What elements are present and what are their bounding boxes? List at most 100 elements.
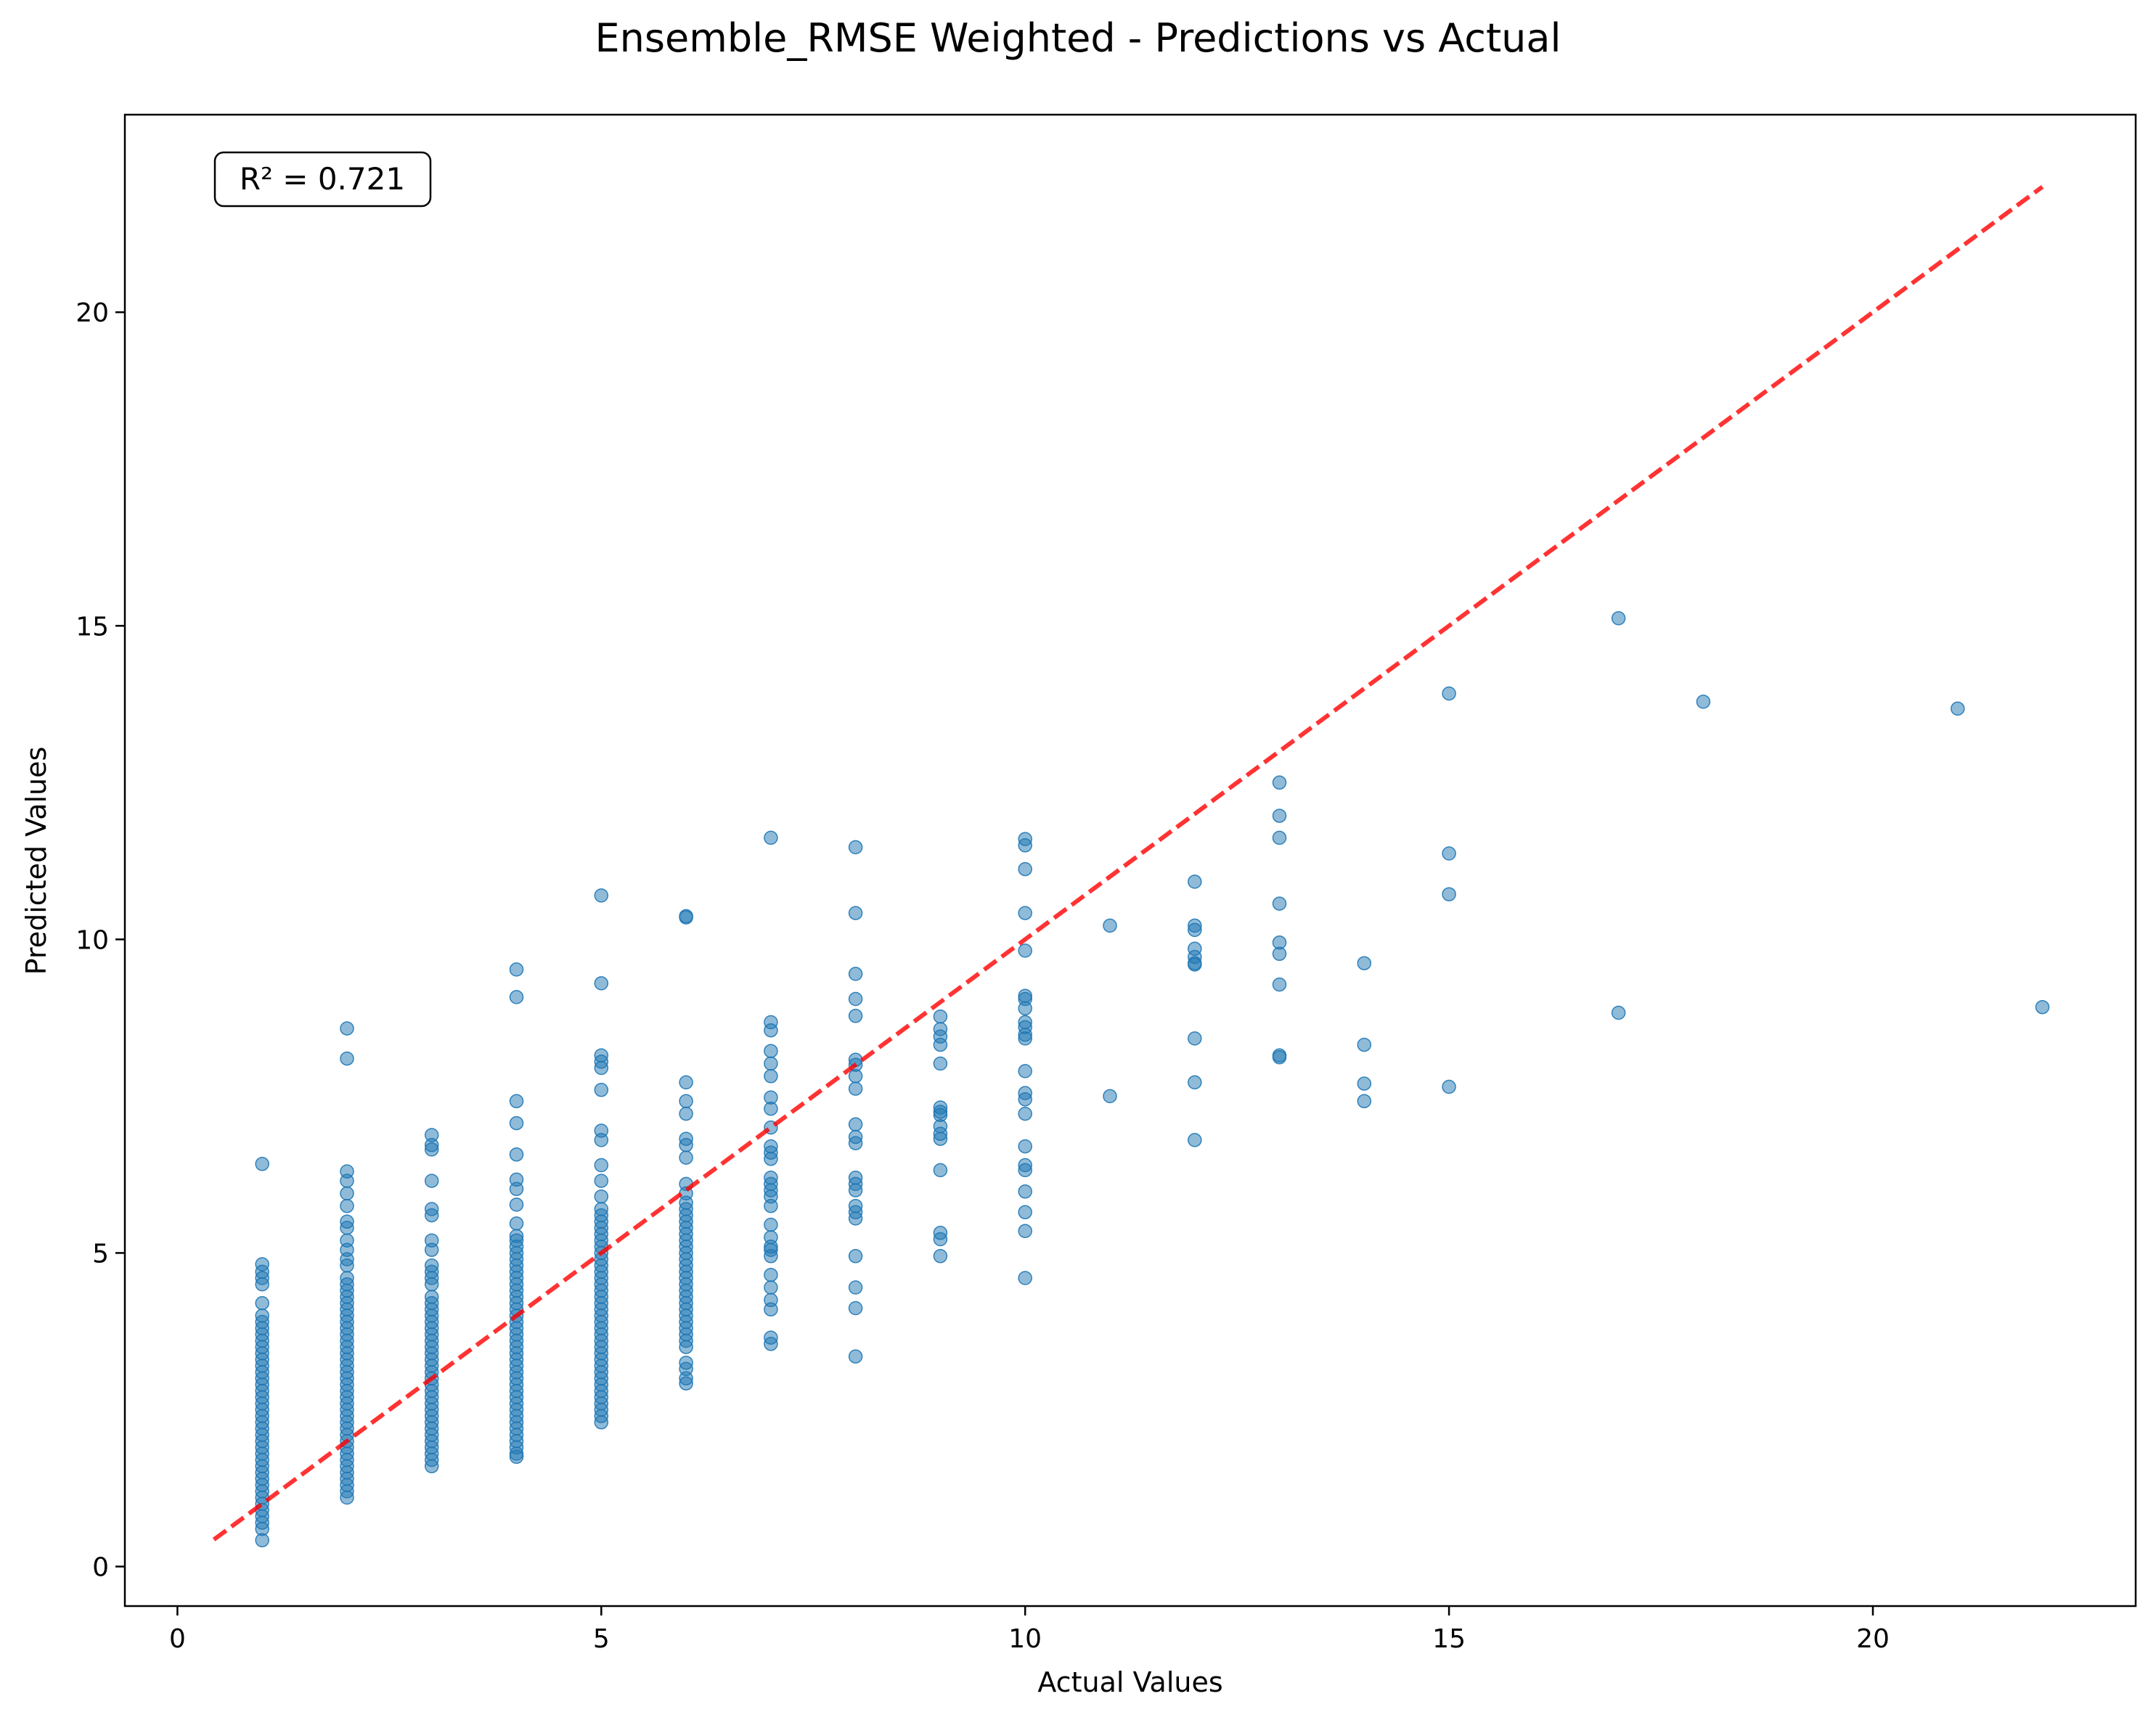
- data-point: [1018, 943, 1032, 958]
- data-point: [509, 1216, 524, 1231]
- data-point: [679, 1150, 693, 1165]
- y-axis-label: Predicted Values: [20, 747, 52, 975]
- data-point: [1188, 957, 1202, 972]
- data-point: [764, 1056, 778, 1071]
- data-point: [764, 1302, 778, 1316]
- y-axis-ticks: 0 5 10 15 20: [75, 298, 125, 1583]
- data-point: [340, 1258, 354, 1273]
- data-point: [848, 840, 863, 855]
- data-point: [764, 1101, 778, 1116]
- data-point: [764, 1198, 778, 1213]
- data-point: [424, 1242, 439, 1257]
- data-point: [933, 1131, 948, 1146]
- data-point: [1951, 701, 1965, 716]
- data-point: [848, 1069, 863, 1084]
- x-tick-label: 5: [593, 1624, 610, 1654]
- data-point: [1611, 611, 1626, 626]
- data-point: [1188, 875, 1202, 889]
- y-tick-label: 15: [75, 612, 109, 642]
- data-point: [848, 1249, 863, 1264]
- data-point: [848, 1183, 863, 1197]
- data-point: [594, 976, 609, 991]
- data-point: [255, 1295, 269, 1311]
- data-point: [764, 1267, 778, 1282]
- data-point: [679, 1106, 693, 1121]
- data-point: [340, 1490, 354, 1505]
- data-point: [255, 1533, 269, 1548]
- data-point: [679, 1094, 693, 1109]
- data-point: [509, 990, 524, 1004]
- data-point: [679, 1340, 693, 1354]
- data-point: [764, 1249, 778, 1264]
- data-point: [424, 1208, 439, 1223]
- data-point: [679, 1138, 693, 1152]
- data-point: [509, 962, 524, 977]
- data-point: [340, 1174, 354, 1188]
- data-point: [1018, 1139, 1032, 1154]
- data-point: [848, 1349, 863, 1364]
- data-point: [509, 1182, 524, 1197]
- y-tick-label: 10: [75, 925, 109, 955]
- data-point: [424, 1459, 439, 1474]
- data-point: [594, 1083, 609, 1097]
- data-point: [1272, 830, 1287, 845]
- data-point: [340, 1186, 354, 1201]
- data-point: [848, 1136, 863, 1150]
- data-point: [1188, 1133, 1202, 1147]
- data-point: [1357, 1094, 1372, 1109]
- data-point: [1018, 838, 1032, 853]
- data-point: [848, 906, 863, 920]
- data-point: [764, 1069, 778, 1084]
- data-point: [933, 1232, 948, 1247]
- data-point: [1696, 695, 1711, 709]
- data-point: [848, 1211, 863, 1226]
- data-point: [933, 1163, 948, 1178]
- data-point: [509, 1115, 524, 1131]
- data-point: [1018, 1106, 1032, 1121]
- data-point: [1103, 918, 1117, 933]
- data-point: [509, 1197, 524, 1212]
- data-point: [848, 991, 863, 1007]
- r-squared-box: [213, 151, 432, 208]
- data-point: [1018, 1163, 1032, 1178]
- data-point: [1272, 775, 1287, 790]
- data-point: [1188, 1031, 1202, 1046]
- data-point: [764, 1044, 778, 1058]
- y-tick-label: 5: [92, 1239, 109, 1269]
- y-tick-label: 20: [75, 298, 109, 328]
- data-point: [1018, 1031, 1032, 1046]
- data-point: [424, 1277, 439, 1292]
- data-point: [848, 967, 863, 981]
- data-point: [594, 1158, 609, 1173]
- x-tick-label: 20: [1856, 1624, 1890, 1654]
- x-axis-label: Actual Values: [1037, 1666, 1222, 1698]
- data-point: [255, 1277, 269, 1292]
- data-point: [764, 1337, 778, 1351]
- data-point: [340, 1051, 354, 1066]
- data-point: [509, 1147, 524, 1162]
- data-point: [1442, 1079, 1456, 1094]
- data-point: [424, 1142, 439, 1157]
- data-point: [933, 1009, 948, 1024]
- y-tick-label: 0: [92, 1553, 109, 1583]
- data-point: [424, 1174, 439, 1188]
- data-point: [340, 1198, 354, 1213]
- data-point: [764, 1217, 778, 1232]
- data-point: [848, 1009, 863, 1023]
- data-point: [255, 1157, 269, 1171]
- data-point: [509, 1094, 524, 1109]
- data-point: [594, 888, 609, 903]
- data-point: [1188, 922, 1202, 938]
- data-point: [848, 1301, 863, 1316]
- data-point: [1357, 1037, 1372, 1052]
- chart-title: Ensemble_RMSE Weighted - Predictions vs …: [595, 15, 1561, 61]
- data-point: [679, 1376, 693, 1391]
- data-point: [1018, 1184, 1032, 1199]
- data-point: [594, 1189, 609, 1204]
- data-point: [1272, 1050, 1287, 1065]
- r-squared-annotation: R² = 0.721: [213, 151, 432, 208]
- plot-frame: [123, 113, 2137, 1608]
- data-point: [848, 1117, 863, 1132]
- r-squared-text: R² = 0.721: [240, 161, 405, 197]
